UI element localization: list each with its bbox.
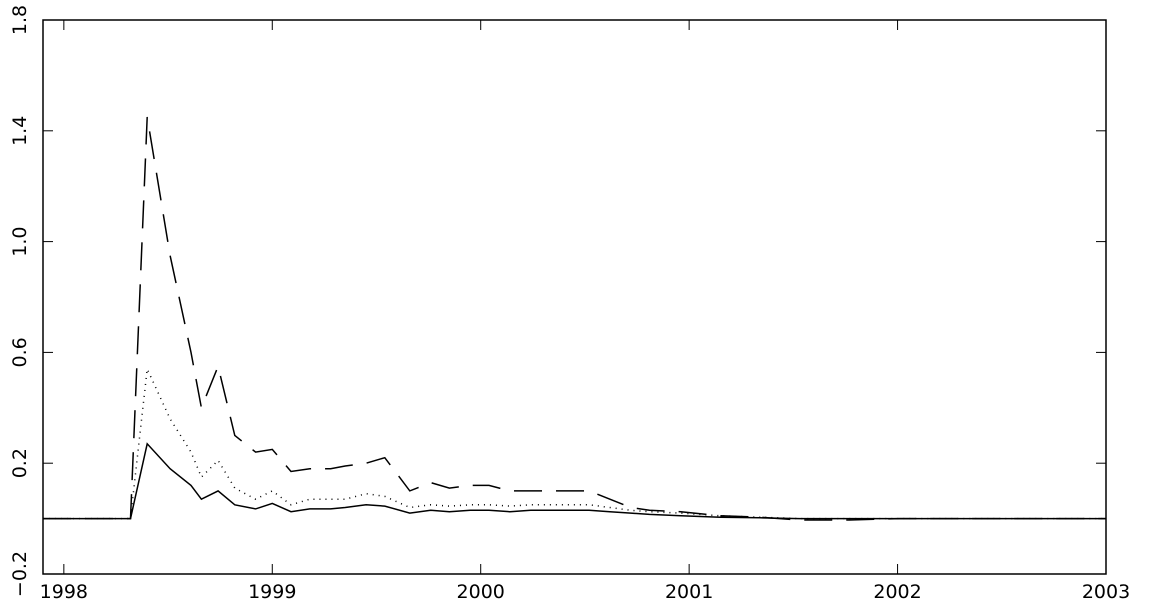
x-tick-label: 2003 [1082,581,1130,603]
y-tick-label: 1.4 [9,116,31,146]
x-tick-label: 1999 [248,581,296,603]
y-tick-label: 1.0 [9,226,31,256]
plot-frame [42,19,1107,575]
y-tick-label: 1.8 [9,5,31,35]
x-tick-label: 1998 [40,581,88,603]
y-tick-label: −0.2 [9,551,31,597]
y-tick-label: 0.6 [9,337,31,367]
x-tick-label: 2002 [873,581,921,603]
x-tick-label: 2000 [457,581,505,603]
series-line [43,366,1106,520]
x-tick-label: 2001 [665,581,713,603]
y-tick-label: 0.2 [9,448,31,478]
series-line [43,442,1106,520]
series-line [43,116,1106,521]
